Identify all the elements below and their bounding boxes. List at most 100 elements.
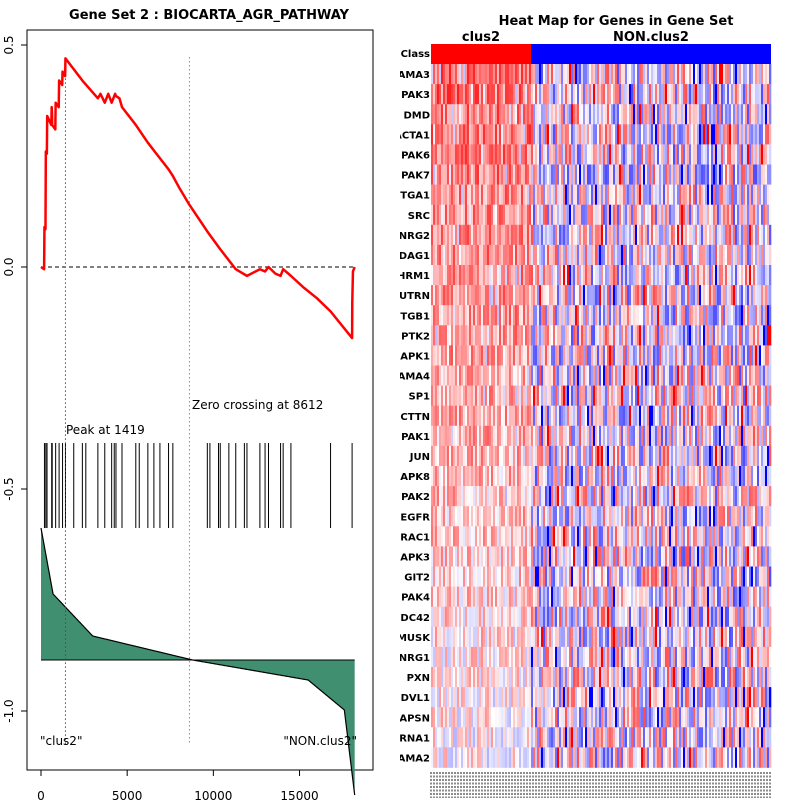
heatmap-cell (515, 285, 518, 306)
heatmap-cell (623, 285, 626, 306)
heatmap-cell (435, 124, 438, 145)
heatmap-cell (577, 506, 580, 527)
heatmap-cell (657, 466, 660, 487)
heatmap-cell (601, 405, 604, 427)
heatmap-cell (695, 606, 698, 628)
heatmap-cell (557, 365, 560, 386)
heatmap-cell (667, 164, 670, 185)
heatmap-cell (593, 405, 596, 427)
heatmap-cell (577, 285, 580, 306)
heatmap-cell (467, 244, 470, 266)
heatmap-cell (753, 506, 756, 527)
heatmap-cell (727, 526, 730, 547)
heatmap-cell (673, 305, 676, 326)
heatmap-cell (541, 325, 544, 346)
heatmap-cell (765, 64, 768, 85)
heatmap-cell (511, 325, 514, 346)
heatmap-cell (755, 486, 758, 507)
heatmap-cell (481, 385, 484, 406)
heatmap-cell (641, 425, 644, 447)
heatmap-cell (705, 626, 708, 648)
heatmap-cell (641, 265, 644, 286)
heatmap-cell (589, 526, 592, 547)
heatmap-cell (541, 626, 544, 648)
heatmap-cell (597, 425, 600, 447)
heatmap-cell (481, 285, 484, 306)
heatmap-cell (635, 566, 638, 587)
heatmap-cell (461, 144, 464, 165)
heatmap-cell (585, 325, 588, 346)
heatmap-cell (523, 184, 526, 205)
heatmap-cell (487, 365, 490, 386)
heatmap-cell (707, 405, 710, 427)
heatmap-cell (467, 64, 470, 85)
heatmap-cell (655, 285, 658, 306)
heatmap-cell (513, 64, 516, 85)
heatmap-cell (561, 325, 564, 346)
heatmap-cell (707, 184, 710, 205)
heatmap-cell (659, 224, 662, 246)
heatmap-cell (523, 144, 526, 165)
heatmap-cell (555, 486, 558, 507)
heatmap-cell (741, 144, 744, 165)
heatmap-cell (451, 606, 454, 628)
heatmap-cell (465, 184, 468, 205)
heatmap-cell (587, 486, 590, 507)
heatmap-cell (681, 204, 684, 226)
heatmap-cell (589, 506, 592, 527)
heatmap-cell (765, 265, 768, 286)
heatmap-cell (701, 566, 704, 587)
heatmap-cell (725, 104, 728, 125)
heatmap-cell (513, 84, 516, 105)
heatmap-cell (619, 124, 622, 145)
heatmap-cell (485, 345, 488, 366)
heatmap-cell (461, 204, 464, 226)
heatmap-cell (435, 305, 438, 326)
heatmap-cell (679, 325, 682, 346)
heatmap-cell (561, 345, 564, 366)
heatmap-cell (671, 506, 674, 527)
heatmap-cell (701, 224, 704, 246)
heatmap-cell (555, 84, 558, 105)
heatmap-cell (571, 466, 574, 487)
heatmap-cell (445, 526, 448, 547)
heatmap-cell (747, 526, 750, 547)
heatmap-cell (447, 486, 450, 507)
heatmap-cell (583, 566, 586, 587)
heatmap-cell (723, 325, 726, 346)
heatmap-cell (599, 285, 602, 306)
heatmap-cell (437, 626, 440, 648)
heatmap-cell (641, 104, 644, 125)
heatmap-cell (717, 244, 720, 266)
heatmap-cell (445, 425, 448, 447)
heatmap-cell (589, 385, 592, 406)
heatmap-cell (567, 124, 570, 145)
heatmap-cell (669, 566, 672, 587)
heatmap-cell (623, 265, 626, 286)
heatmap-cell (583, 385, 586, 406)
heatmap-cell (731, 626, 734, 648)
heatmap-cell (509, 104, 512, 125)
heatmap-cell (537, 606, 540, 628)
heatmap-cell (519, 586, 522, 607)
heatmap-cell (567, 144, 570, 165)
heatmap-cell (587, 164, 590, 185)
heatmap-cell (679, 84, 682, 105)
heatmap-cell (595, 385, 598, 406)
heatmap-cell (689, 244, 692, 266)
heatmap-cell (475, 144, 478, 165)
heatmap-cell (581, 365, 584, 386)
heatmap-cell (643, 425, 646, 447)
heatmap-cell (723, 546, 726, 567)
heatmap-cell (569, 586, 572, 607)
heatmap-cell (525, 405, 528, 427)
heatmap-cell (569, 144, 572, 165)
heatmap-cell (463, 345, 466, 366)
heatmap-cell (491, 325, 494, 346)
heatmap-cell (431, 365, 434, 386)
heatmap-cell (523, 566, 526, 587)
heatmap-cell (579, 445, 582, 467)
heatmap-cell (445, 64, 448, 85)
heatmap-cell (493, 486, 496, 507)
heatmap-cell (647, 164, 650, 185)
